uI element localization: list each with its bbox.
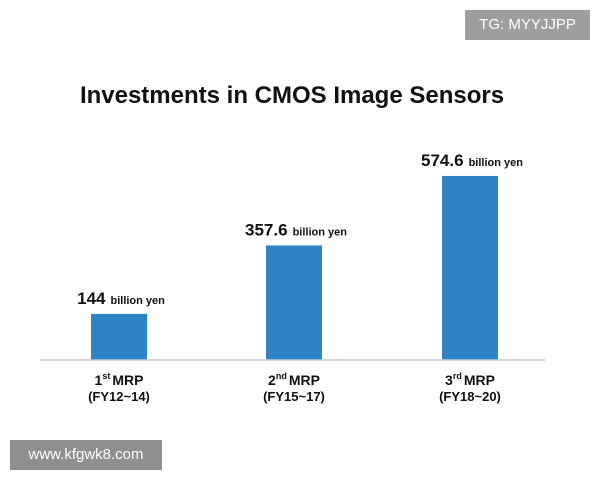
x-tick-name: MRP — [464, 372, 495, 388]
data-label-unit: billion yen — [469, 157, 524, 169]
x-tick-ordinal: 1 — [95, 372, 103, 388]
data-label-value: 357.6 — [245, 220, 288, 239]
x-tick-label-2: 2nd MRP — [268, 371, 320, 388]
x-tick-period-3: (FY18~20) — [439, 389, 501, 404]
x-tick-ordinal-suffix: st — [102, 371, 110, 381]
bar-1 — [91, 313, 147, 360]
data-label-unit: billion yen — [293, 226, 348, 238]
bar-3 — [442, 175, 498, 360]
x-tick-ordinal-suffix: rd — [453, 371, 462, 381]
x-tick-label-1: 1st MRP — [95, 371, 144, 388]
data-label-value: 144 — [77, 289, 106, 308]
bar-2 — [266, 245, 322, 360]
x-tick-name: MRP — [289, 372, 320, 388]
data-label-2: 357.6 billion yen — [245, 220, 347, 239]
x-tick-period-2: (FY15~17) — [263, 389, 325, 404]
x-tick-ordinal-suffix: nd — [276, 371, 287, 381]
data-label-unit: billion yen — [110, 295, 165, 307]
data-label-3: 574.6 billion yen — [421, 151, 523, 170]
x-tick-name: MRP — [112, 372, 143, 388]
data-label-1: 144 billion yen — [77, 289, 165, 308]
telegram-watermark: TG: MYYJJPP — [465, 10, 590, 40]
x-tick-period-1: (FY12~14) — [88, 389, 150, 404]
site-url-watermark: www.kfgwk8.com — [10, 440, 162, 470]
data-label-value: 574.6 — [421, 151, 464, 170]
x-tick-ordinal: 2 — [268, 372, 276, 388]
x-tick-label-3: 3rd MRP — [445, 371, 495, 388]
x-tick-ordinal: 3 — [445, 372, 453, 388]
chart-title: Investments in CMOS Image Sensors — [80, 82, 504, 109]
